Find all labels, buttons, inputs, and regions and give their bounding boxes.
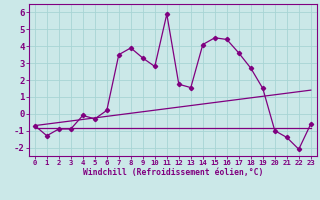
X-axis label: Windchill (Refroidissement éolien,°C): Windchill (Refroidissement éolien,°C)	[83, 168, 263, 177]
